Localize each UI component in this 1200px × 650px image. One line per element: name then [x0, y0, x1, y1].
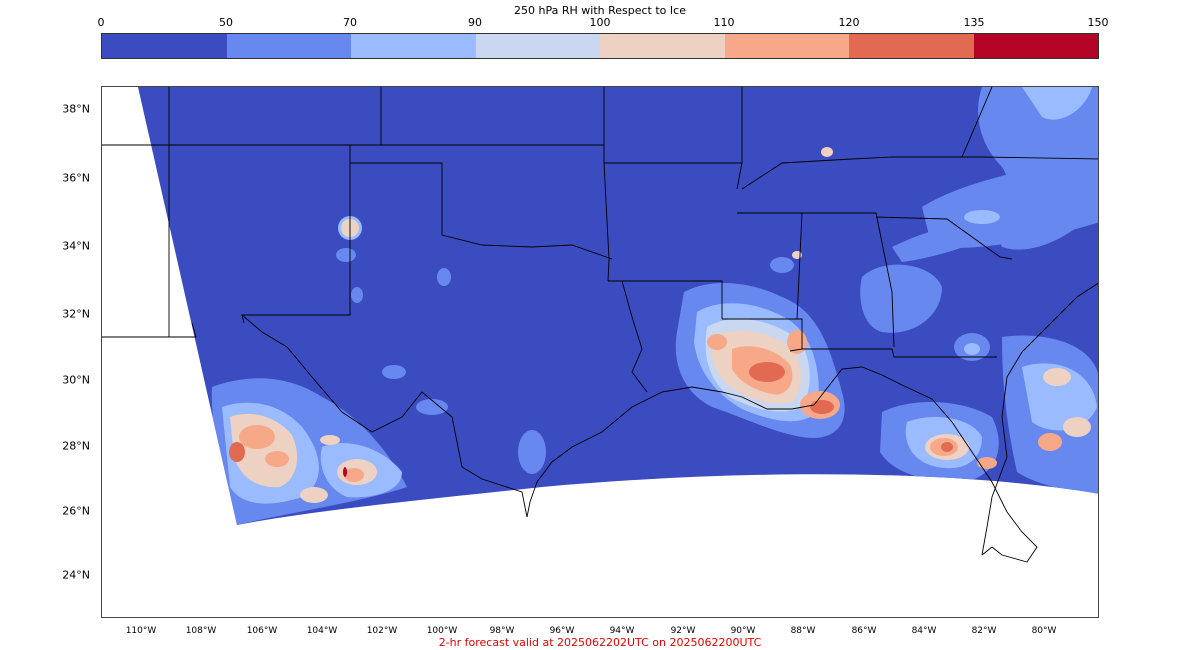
map-title: 250 hPa RH with Respect to Ice: [514, 4, 686, 17]
lon-label: 106°W: [246, 626, 278, 636]
state-boundaries: [102, 87, 1098, 563]
colorbar-segment: [475, 34, 600, 58]
forecast-domain: [138, 87, 1098, 525]
colorbar-tick: 120: [838, 16, 860, 29]
lon-label: 88°W: [790, 626, 816, 636]
lat-label: 26°N: [62, 504, 90, 518]
lon-label: 108°W: [185, 626, 217, 636]
moisture-region-southeast: [860, 264, 1098, 494]
lon-label: 94°W: [609, 626, 635, 636]
moisture-region-southwest: [211, 365, 546, 525]
lon-label: 110°W: [125, 626, 157, 636]
forecast-valid-caption: 2-hr forecast valid at 2025062202UTC on …: [438, 636, 762, 649]
lon-label: 92°W: [670, 626, 696, 636]
colorbar-segment: [351, 34, 476, 58]
moisture-region-florida: [880, 401, 999, 482]
colorbar-tick: 0: [97, 16, 105, 29]
lon-label: 98°W: [489, 626, 515, 636]
colorbar-segment: [849, 34, 974, 58]
colorbar-tick: 70: [343, 16, 357, 29]
lon-label: 84°W: [911, 626, 937, 636]
lat-label: 24°N: [62, 568, 90, 582]
map-panel: [101, 86, 1099, 618]
lat-label: 34°N: [62, 239, 90, 253]
colorbar-tick: 50: [219, 16, 233, 29]
lon-label: 100°W: [426, 626, 458, 636]
lat-label: 30°N: [62, 373, 90, 387]
lat-label: 38°N: [62, 102, 90, 116]
lat-label: 28°N: [62, 439, 90, 453]
rh-contour-map: [102, 87, 1098, 563]
colorbar-segment: [973, 34, 1098, 58]
colorbar-tick: 110: [713, 16, 735, 29]
lon-label: 80°W: [1031, 626, 1057, 636]
lon-label: 90°W: [730, 626, 756, 636]
lon-label: 96°W: [549, 626, 575, 636]
colorbar-segment: [226, 34, 351, 58]
moisture-region-gulf-coast: [675, 251, 845, 438]
colorbar-tick: 150: [1087, 16, 1109, 29]
colorbar-tick: 100: [589, 16, 611, 29]
moisture-region-panhandle: [336, 216, 451, 303]
lon-label: 82°W: [971, 626, 997, 636]
moisture-region-northeast: [821, 87, 1098, 262]
colorbar-segment: [102, 34, 227, 58]
lat-label: 32°N: [62, 307, 90, 321]
colorbar-tick: 90: [468, 16, 482, 29]
colorbar: [101, 33, 1099, 59]
lon-label: 104°W: [306, 626, 338, 636]
lon-label: 102°W: [366, 626, 398, 636]
lat-label: 36°N: [62, 171, 90, 185]
colorbar-segment: [724, 34, 849, 58]
lon-label: 86°W: [851, 626, 877, 636]
colorbar-tick: 135: [963, 16, 985, 29]
colorbar-segment: [600, 34, 725, 58]
